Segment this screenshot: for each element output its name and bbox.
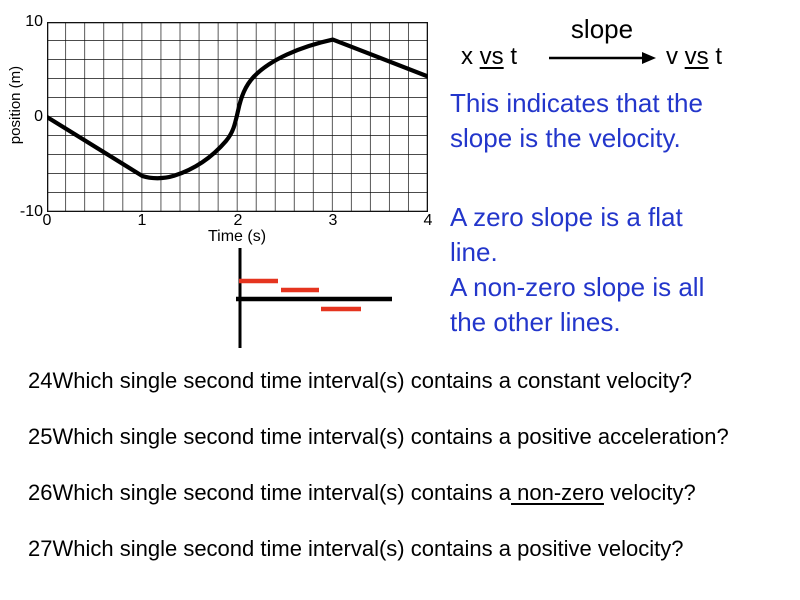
- x-axis-label: Time (s): [207, 228, 267, 245]
- question-text: velocity?: [603, 480, 696, 505]
- note-line: slope is the velocity.: [450, 123, 681, 153]
- question-text: Which single second time interval(s) con…: [52, 424, 729, 449]
- y-tick-10: 10: [25, 13, 43, 30]
- position-curve: [47, 37, 428, 181]
- x-vs-t-post: t: [503, 43, 518, 70]
- x-vs-t-pre: x: [461, 43, 480, 70]
- question-24: 24Which single second time interval(s) c…: [28, 368, 800, 394]
- slope-arrow-label: slope: [570, 14, 634, 44]
- note-line: line.: [450, 237, 498, 267]
- question-number: 24: [28, 368, 53, 393]
- note-line: the other lines.: [450, 307, 621, 337]
- velocity-sketch: [236, 248, 392, 348]
- x-vs-t-label: x vs t: [461, 43, 517, 71]
- y-tick-0: 0: [34, 108, 43, 125]
- x-vs-t-vs: vs: [479, 43, 504, 70]
- v-vs-t-label: v vs t: [666, 43, 722, 71]
- y-axis-label: position (m): [7, 65, 24, 145]
- question-text: Which single second time interval(s) con…: [52, 368, 692, 393]
- v-vs-t-post: t: [708, 43, 723, 70]
- x-tick-4: 4: [423, 212, 433, 229]
- right-arrow-icon: [549, 52, 656, 64]
- question-number: 26: [28, 480, 53, 505]
- question-text-underlined: non-zero: [511, 480, 604, 505]
- question-text: Which single second time interval(s) con…: [52, 480, 512, 505]
- x-tick-3: 3: [328, 212, 338, 229]
- note-line: A zero slope is a flat: [450, 202, 683, 232]
- question-text: Which single second time interval(s) con…: [52, 536, 684, 561]
- question-26: 26Which single second time interval(s) c…: [28, 480, 800, 506]
- note-zero-vs-nonzero-slope: A zero slope is a flat line. A non-zero …: [450, 200, 800, 340]
- plot-area: [47, 22, 428, 212]
- question-27: 27Which single second time interval(s) c…: [28, 536, 800, 562]
- question-25: 25Which single second time interval(s) c…: [28, 424, 800, 450]
- note-line: A non-zero slope is all: [450, 272, 705, 302]
- question-number: 27: [28, 536, 53, 561]
- y-tick-neg10: -10: [19, 203, 43, 220]
- x-tick-1: 1: [137, 212, 147, 229]
- x-tick-0: 0: [42, 212, 52, 229]
- question-number: 25: [28, 424, 53, 449]
- note-slope-is-velocity: This indicates that the slope is the vel…: [450, 86, 800, 156]
- v-vs-t-vs: vs: [684, 43, 709, 70]
- note-line: This indicates that the: [450, 88, 703, 118]
- x-tick-2: 2: [233, 212, 243, 229]
- v-vs-t-pre: v: [666, 43, 685, 70]
